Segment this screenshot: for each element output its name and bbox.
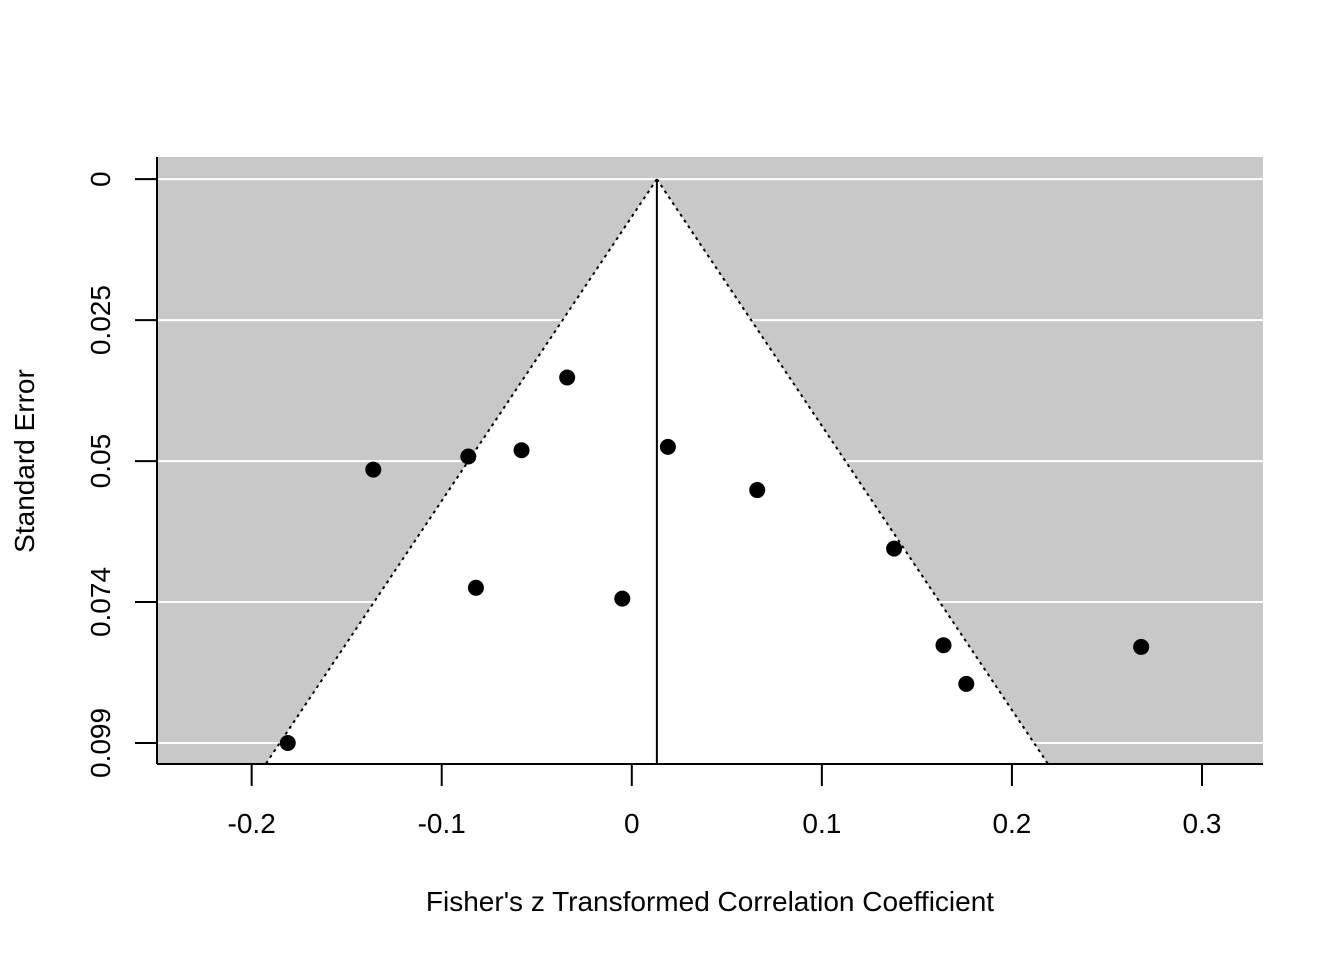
y-tick-label-4: 0.099 xyxy=(85,708,116,778)
x-tick-label-4: 0.2 xyxy=(992,808,1031,839)
y-tick-label-3: 0.074 xyxy=(85,567,116,637)
data-point-5 xyxy=(559,369,576,386)
data-points-layer xyxy=(279,369,1150,751)
data-point-8 xyxy=(749,482,766,499)
x-axis-title: Fisher's z Transformed Correlation Coeff… xyxy=(426,886,994,917)
x-tick-label-3: 0.1 xyxy=(802,808,841,839)
x-tick-label-5: 0.3 xyxy=(1183,808,1222,839)
data-point-1 xyxy=(365,461,382,478)
data-point-0 xyxy=(279,734,296,751)
funnel-layer xyxy=(264,178,1049,765)
data-point-9 xyxy=(886,540,903,557)
data-point-7 xyxy=(659,438,676,455)
axes-layer: -0.2 -0.1 0 0.1 0.2 0.3 0 0.025 0.05 0.074 0.099 xyxy=(85,157,1263,839)
x-tick-label-0: -0.2 xyxy=(228,808,276,839)
x-tick-label-1: -0.1 xyxy=(418,808,466,839)
y-tick-label-2: 0.05 xyxy=(85,434,116,489)
data-point-3 xyxy=(467,579,484,596)
y-tick-label-1: 0.025 xyxy=(85,285,116,355)
x-tick-label-2: 0 xyxy=(624,808,640,839)
data-point-11 xyxy=(958,675,975,692)
y-tick-label-0: 0 xyxy=(85,171,116,187)
funnel-right-boundary xyxy=(656,178,1049,765)
data-point-2 xyxy=(460,448,477,465)
funnel-left-boundary xyxy=(264,178,658,765)
data-point-12 xyxy=(1133,638,1150,655)
data-point-10 xyxy=(935,637,952,654)
y-axis-title: Standard Error xyxy=(9,369,40,553)
data-point-4 xyxy=(513,442,530,459)
data-point-6 xyxy=(614,590,631,607)
